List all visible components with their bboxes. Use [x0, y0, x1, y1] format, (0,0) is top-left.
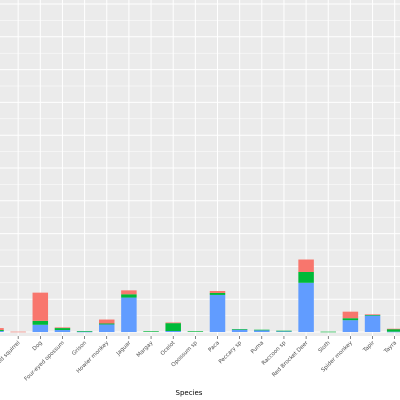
bar-segment — [99, 324, 115, 332]
x-tick-label: Bare-tailed squirrel — [0, 340, 22, 382]
bar-segment — [364, 314, 381, 316]
bar-segment — [386, 328, 400, 330]
x-tick-label: Puma — [250, 340, 265, 355]
x-tick-label: Paca — [208, 340, 221, 353]
bar-segment — [298, 271, 314, 283]
bar-segment — [143, 331, 159, 332]
bar-segment — [165, 331, 181, 332]
bar-segment — [0, 328, 4, 331]
x-tick-label: Tayra — [383, 340, 398, 355]
bar-segment — [121, 290, 137, 295]
bar-segment — [209, 292, 226, 295]
bar-segment — [209, 294, 226, 332]
bar-segment — [76, 331, 93, 333]
bar-segment — [0, 331, 4, 332]
bar-segment — [10, 331, 26, 333]
bar-segment — [99, 319, 115, 324]
x-tick-label: Jaguar — [115, 340, 133, 358]
bar-segment — [386, 331, 400, 333]
bar-segment — [320, 331, 336, 333]
x-tick-label: Tapir — [362, 340, 377, 355]
bar-segment — [0, 330, 4, 332]
bar-segment — [121, 294, 137, 298]
bar-segment — [54, 327, 71, 329]
bar-segment — [254, 329, 270, 331]
bar-segment — [254, 330, 270, 332]
x-tick-label: Sloth — [317, 340, 332, 355]
bar-segment — [165, 323, 181, 332]
bar-segment — [209, 291, 226, 293]
x-tick-label: Grison — [71, 340, 88, 357]
bar-segment — [54, 330, 71, 332]
bar-segment — [121, 297, 137, 332]
bar-segment — [276, 331, 292, 332]
bar-segment — [386, 329, 400, 332]
x-tick-label: Dog — [32, 340, 44, 352]
bar-segment — [32, 324, 49, 332]
bar-segment — [364, 314, 381, 315]
bar-segment — [231, 329, 248, 330]
x-tick-label: Four-eyed opossum — [24, 340, 66, 382]
bar-segment — [165, 322, 181, 324]
x-tick-label: Ocelot — [160, 340, 177, 357]
bar-segment — [99, 323, 115, 325]
bar-segment — [364, 315, 381, 332]
bar-segment — [342, 320, 359, 332]
bar-segment — [342, 311, 359, 319]
x-axis-title: Species — [176, 389, 203, 397]
bar-segment — [76, 331, 93, 332]
x-tick-label: Peccary sp — [218, 340, 243, 365]
x-tick-label: Margay — [136, 340, 155, 359]
bar-segment — [54, 328, 71, 331]
bar-segment — [231, 329, 248, 332]
bar-segment — [32, 292, 49, 321]
bar-segment — [298, 282, 314, 332]
bar-segment — [187, 331, 204, 332]
bar-segment — [32, 320, 49, 325]
bars — [0, 259, 400, 333]
bar-segment — [298, 259, 314, 272]
bar-segment — [276, 330, 292, 332]
bar-segment — [342, 318, 359, 321]
